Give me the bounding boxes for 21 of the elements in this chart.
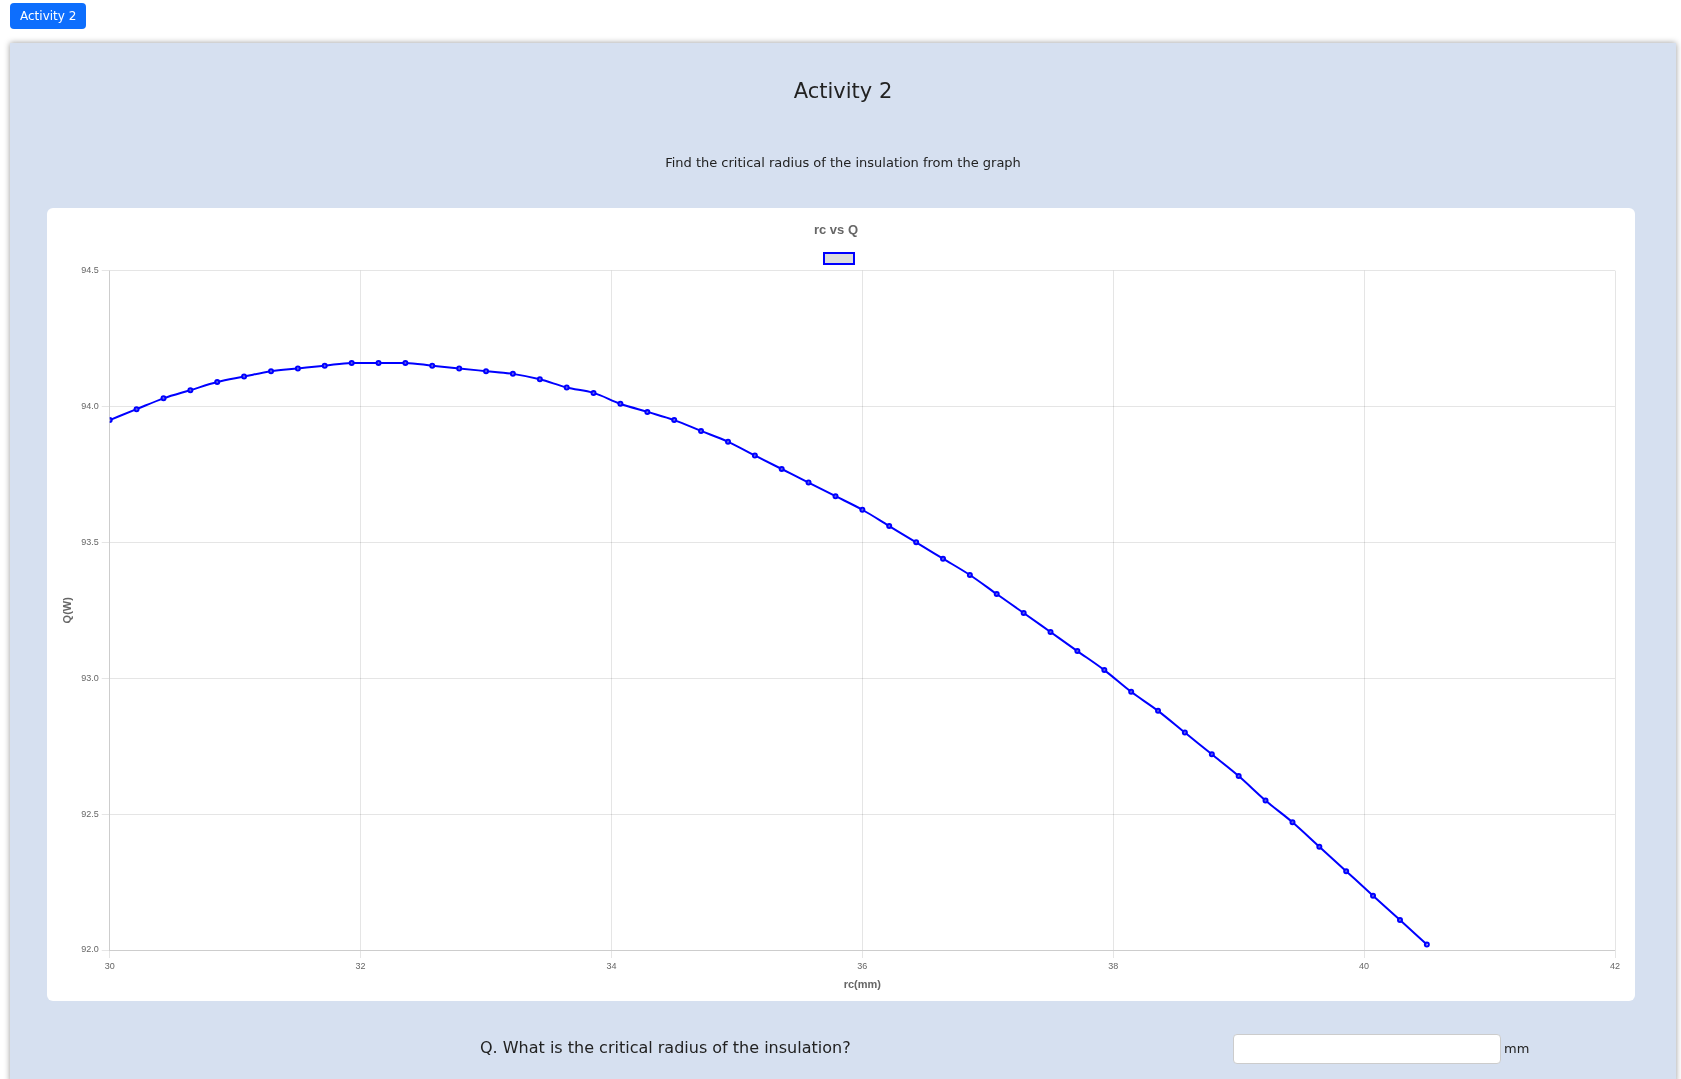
text: Activity 2: [792, 79, 894, 103]
x-tick-label: 30: [104, 960, 115, 971]
text: Find the critical radius of the insulation from the graph: [664, 155, 1022, 170]
chart-title: rc vs Q: [813, 222, 859, 238]
y-tick-label: 93.5: [81, 536, 99, 547]
x-tick-label: 34: [606, 960, 617, 971]
y-tick-label: 93.0: [81, 672, 99, 683]
text: Q. What is the critical radius of the insulation?: [480, 1038, 851, 1057]
y-axis-title: Q(W): [60, 596, 73, 624]
text: Activity 2: [10, 3, 87, 29]
x-tick-label: 32: [355, 960, 366, 971]
x-tick-label: 40: [1359, 960, 1370, 971]
x-axis-title: rc(mm): [843, 978, 882, 991]
x-tick-label: 36: [857, 960, 868, 971]
y-tick-label: 94.5: [81, 265, 99, 276]
x-tick-label: 38: [1108, 960, 1119, 971]
y-tick-label: 92.5: [81, 808, 99, 819]
y-tick-label: 92.0: [81, 944, 99, 955]
x-tick-label: 42: [1609, 960, 1621, 971]
text: mm: [1504, 1041, 1530, 1056]
y-tick-label: 94.0: [81, 400, 99, 411]
